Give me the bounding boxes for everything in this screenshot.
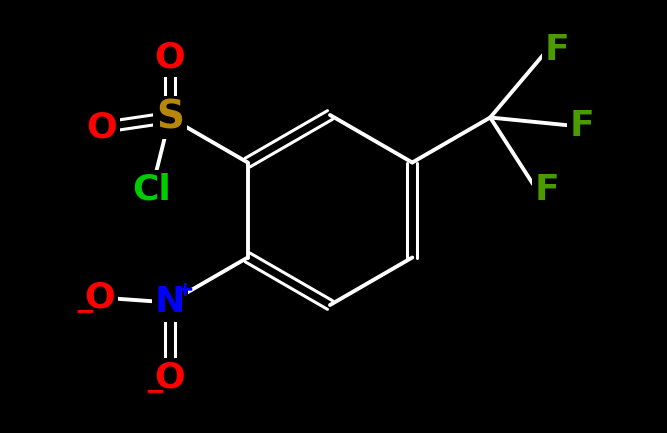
Text: O: O xyxy=(154,361,185,394)
Text: +: + xyxy=(175,279,194,300)
Text: F: F xyxy=(570,109,594,142)
Text: F: F xyxy=(535,172,560,207)
Text: S: S xyxy=(156,98,184,136)
Text: N: N xyxy=(155,285,185,320)
Text: −: − xyxy=(144,379,165,404)
Text: Cl: Cl xyxy=(133,172,171,207)
Text: O: O xyxy=(154,41,185,74)
Text: F: F xyxy=(545,33,570,68)
Text: O: O xyxy=(85,281,115,314)
Text: −: − xyxy=(74,300,95,323)
Text: O: O xyxy=(87,110,117,145)
